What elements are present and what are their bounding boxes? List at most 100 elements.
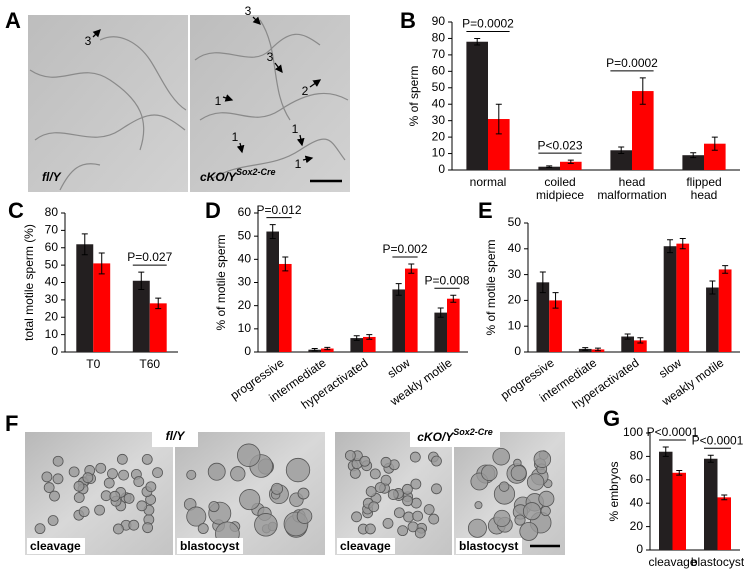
embryo: [431, 483, 442, 495]
arrow-label: 2: [302, 84, 309, 98]
error-bar: [474, 37, 481, 46]
embryo: [73, 492, 85, 503]
x-tick-label: slow: [385, 355, 413, 380]
embryo: [43, 482, 55, 493]
chart: B % of sperm 0 10 20 30 40 50 60 70 80 90 normal P=0.…: [400, 8, 740, 202]
x-tick-label: flipped: [686, 175, 721, 189]
embryo: [403, 511, 415, 523]
bar: [321, 348, 334, 352]
error-bar: [690, 152, 697, 159]
error-bar: [81, 233, 88, 256]
bar: [621, 336, 634, 352]
y-tick-label: 100: [623, 425, 643, 439]
image-caption: blastocyst: [459, 539, 518, 553]
y-tick-label: 60: [45, 240, 59, 254]
arrow-label: 1: [232, 130, 239, 144]
arrow: [92, 29, 101, 38]
embryo: [409, 451, 421, 463]
panel-letter: A: [5, 8, 21, 33]
bar: [536, 282, 550, 352]
embryo: [492, 447, 510, 466]
embryo: [103, 477, 115, 489]
embryo: [145, 481, 157, 493]
embryo: [34, 523, 46, 535]
embryo: [344, 450, 356, 461]
y-tick-label: 10: [238, 321, 252, 335]
panel-letter: B: [400, 8, 416, 33]
error-bar: [552, 292, 559, 309]
bar: [76, 244, 94, 352]
error-bar: [495, 103, 502, 135]
y-tick-label: 80: [630, 449, 644, 463]
error-bar: [676, 469, 683, 476]
error-bar: [138, 271, 145, 290]
embryo: [364, 523, 376, 535]
x-tick-label: slow: [656, 355, 684, 380]
bar: [488, 119, 510, 170]
embryo: [107, 468, 118, 480]
embryo: [526, 473, 545, 491]
label-superscript: Sox2-Cre: [453, 427, 493, 437]
annotation: P=0.027: [127, 250, 172, 264]
embryo: [142, 522, 154, 534]
embryo: [374, 482, 386, 493]
y-tick-label: 40: [238, 252, 252, 266]
y-tick-label: 0: [438, 162, 445, 176]
embryo: [365, 486, 377, 497]
y-tick-label: 60: [238, 205, 252, 219]
arrow: [296, 134, 305, 147]
error-bar: [155, 297, 162, 310]
x-tick-label: T60: [139, 357, 160, 371]
embryo: [467, 518, 487, 538]
error-bar: [709, 280, 716, 295]
bar: [93, 263, 111, 352]
bar: [405, 268, 418, 352]
image-panel-a: A fl/Y cKO/YSox2-Cre 3 3 3 2 1 1 1 1: [5, 4, 350, 192]
error-bar: [98, 252, 105, 275]
bar: [447, 298, 460, 352]
bar: [704, 143, 726, 170]
error-bar: [618, 146, 625, 155]
annotation: P<0.0001: [692, 433, 744, 447]
embryo: [380, 474, 392, 486]
panel-letter: C: [8, 198, 24, 223]
embryo: [410, 478, 422, 490]
bar: [363, 336, 376, 352]
embryo: [109, 490, 121, 502]
embryo: [407, 521, 419, 533]
y-tick-label: 10: [508, 318, 522, 332]
annotation: P=0.0002: [606, 56, 658, 70]
bar: [266, 231, 279, 352]
embryo: [369, 468, 381, 480]
embryo: [414, 527, 426, 539]
embryo: [271, 482, 284, 495]
embryo: [368, 501, 380, 513]
embryo: [481, 464, 498, 482]
sperm-traces: [29, 19, 349, 191]
bar: [676, 243, 690, 352]
embryo: [522, 502, 542, 521]
embryo: [68, 466, 80, 478]
bar: [350, 338, 363, 352]
embryo: [493, 509, 511, 527]
bar: [672, 472, 686, 550]
error-bar: [366, 334, 373, 340]
arrow-label: 1: [295, 157, 302, 171]
embryo: [397, 525, 409, 537]
y-tick-label: 30: [238, 275, 252, 289]
embryo: [297, 487, 310, 500]
error-bar: [639, 77, 646, 105]
embryo: [186, 469, 197, 480]
error-bar: [546, 165, 553, 169]
y-tick-label: 20: [238, 298, 252, 312]
embryo: [207, 462, 226, 481]
y-tick-label: 70: [45, 223, 59, 237]
embryo: [128, 519, 140, 531]
embryo: [133, 476, 145, 487]
embryo: [152, 467, 163, 479]
embryo: [349, 468, 361, 479]
y-tick-label: 40: [508, 241, 522, 255]
image-label: cKO/YSox2-Cre: [200, 167, 276, 184]
error-bar: [667, 239, 674, 254]
